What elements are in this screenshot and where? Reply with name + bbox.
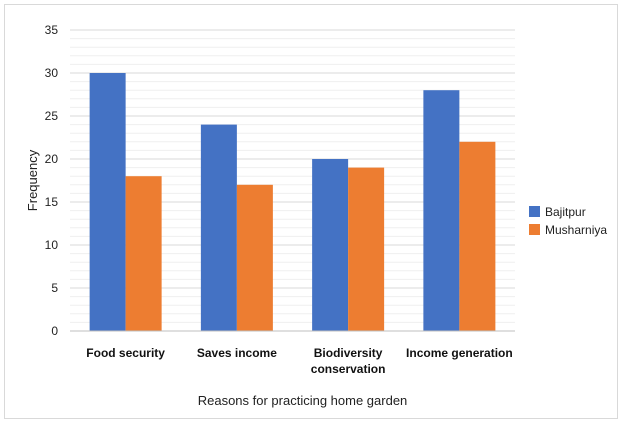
y-tick-label: 0 [51,324,58,338]
x-axis-categories: Food security Saves income Biodiversity con… [86,346,512,376]
x-category-label: Food security [86,346,165,360]
x-axis-title: Reasons for practicing home garden [198,393,408,408]
legend-label-musharniya: Musharniya [545,223,607,237]
y-tick-label: 5 [51,281,58,295]
x-category-label: Biodiversity conservation [311,346,386,376]
bar-musharniya-2 [348,167,385,331]
bar-bajitpur-0 [89,73,126,331]
y-axis-ticks: 0 5 10 15 20 25 30 35 [45,23,59,338]
x-category-label: Income generation [406,346,513,360]
y-tick-label: 10 [45,238,59,252]
bar-bajitpur-2 [312,159,349,331]
bar-musharniya-3 [459,141,496,331]
y-axis-title: Frequency [25,149,40,211]
legend-label-bajitpur: Bajitpur [545,205,586,219]
x-category-label: Saves income [197,346,277,360]
y-tick-label: 20 [45,152,59,166]
bar-musharniya-0 [125,176,162,331]
bar-bajitpur-3 [423,90,460,331]
y-tick-label: 15 [45,195,59,209]
legend-swatch-bajitpur [529,206,540,217]
y-tick-label: 35 [45,23,59,37]
bar-musharniya-1 [236,184,273,331]
bar-bajitpur-1 [200,124,237,331]
bars [89,73,496,331]
y-tick-label: 25 [45,109,59,123]
y-tick-label: 30 [45,66,59,80]
legend-swatch-musharniya [529,224,540,235]
legend: Bajitpur Musharniya [529,205,607,237]
